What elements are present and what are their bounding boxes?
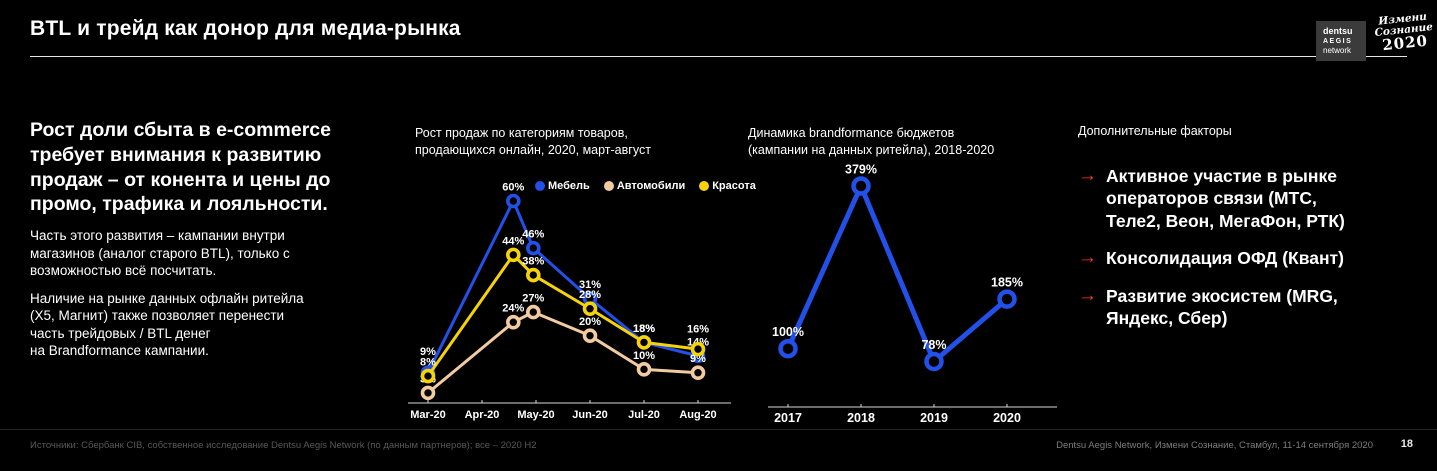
x-tick-label: Jul-20 [628,409,660,421]
data-point [636,362,652,377]
x-tick-label: Aug-20 [679,409,716,421]
x-tick-label: 2020 [993,411,1021,425]
factor-item-2: → Консолидация ОФД (Квант) [1078,247,1408,269]
x-tick-label: Apr-20 [465,409,500,421]
data-point-label: 31% [579,279,601,291]
dentsu-logo-line3: network [1323,46,1352,55]
data-point [582,328,598,343]
data-point [690,341,706,357]
data-point [526,240,541,256]
data-point [506,247,521,263]
factor-item-1: → Активное участие в рынке операторов свя… [1078,165,1408,232]
x-tick-label: Mar-20 [410,409,445,421]
legend-item-Мебель: Мебель [535,180,590,192]
slide-title: BTL и трейд как донор для медиа-рынка [30,17,461,40]
data-point-label: 78% [921,338,946,352]
data-point [526,267,541,283]
data-point [924,351,944,372]
x-tick-label: May-20 [517,409,554,421]
factors-list: → Активное участие в рынке операторов свя… [1078,165,1408,329]
legend-item-Автомобили: Автомобили [603,180,686,192]
data-point-label: 8% [420,357,436,369]
data-point-label: 18% [633,323,655,335]
data-point-label: 9% [690,353,706,365]
data-point-label: 185% [991,276,1023,290]
data-point [582,301,598,317]
series-Brandformance бюджеты: 100% 379% 78% 185% [772,163,1023,372]
footer-divider [0,429,1437,430]
legend-label: Автомобили [616,180,686,192]
data-point-label: 27% [522,293,544,305]
arrow-bullet-icon: → [1078,165,1097,186]
factor-text: Консолидация ОФД (Квант) [1106,248,1344,269]
data-point [420,368,436,384]
legend-dot [535,181,545,191]
data-point [690,365,706,380]
x-tick-label: 2019 [920,411,948,425]
data-point [778,338,798,359]
arrow-bullet-icon: → [1078,247,1097,269]
data-point-label: 100% [772,325,804,339]
data-point-label: 24% [502,303,524,315]
sales-chart-legend: Мебель Автомобили Красота [535,180,756,192]
data-point-label: 60% [502,181,524,193]
arrow-bullet-icon: → [1078,284,1097,306]
series-Красота: 8% 44% 38% 28% 18% 16% [420,235,709,384]
x-axis: 2017 2018 2019 2020 [768,404,1057,425]
brandformance-chart-title: Динамика brandformance бюджетов (кампани… [748,126,995,157]
dentsu-logo-line1: dentsu [1323,26,1353,36]
left-text-panel: Рост доли сбыта в e-commerce требует вни… [30,118,400,360]
series-Автомобили: 3%24%27%20%10%9% [420,293,706,401]
dentsu-logo-line2: AEGIS [1323,38,1353,45]
footer-sources: Источники: Сбербанк CIB, собственное исс… [30,440,537,451]
data-point-label: 44% [502,235,524,247]
data-point-label: 18% [633,323,655,335]
series-Мебель: 9%60%46%31%18%14% [420,181,709,380]
footer-event-info: Dentsu Aegis Network, Измени Сознание, С… [1056,440,1373,451]
data-point-label: 20% [579,316,601,328]
page-number: 18 [1400,438,1413,450]
data-point-label: 28% [579,289,601,301]
legend-dot [699,181,710,191]
data-point [997,289,1017,309]
dentsu-aegis-network-logo: dentsu AEGIS network [1316,21,1366,61]
data-point-label: 9% [420,346,436,358]
factor-text: Развитие экосистем (MRG, Яндекс, Сбер) [1106,285,1338,328]
izmeni-soznanie-2020-logo: Измени Сознание 2020 [1372,11,1436,55]
legend-dot [603,181,614,191]
data-point-label: 46% [522,229,544,241]
data-point [506,193,521,209]
left-paragraph-2: Наличие на рынке данных офлайн ритейла (… [30,290,304,359]
legend-label: Красота [712,180,756,192]
data-point-label: 379% [845,163,877,177]
brandformance-budgets-chart: 2017 2018 2019 2020 100% 379% 78% 185% [768,163,1057,425]
x-axis: Mar-20 Apr-20 May-20 Jun-20 Jul-20 Aug-20 [408,400,731,421]
data-point [506,314,521,330]
x-tick-label: Jun-20 [572,409,607,421]
data-point [526,304,541,320]
data-point-label: 38% [522,256,544,268]
legend-label: Мебель [548,180,590,192]
left-headline: Рост доли сбыта в e-commerce требует вни… [30,119,331,216]
sales-chart-title: Рост продаж по категориям товаров, прода… [415,126,651,157]
data-point [420,385,436,401]
title-divider [30,56,1407,57]
legend-item-Красота: Красота [699,180,756,192]
factor-text: Активное участие в рынке операторов связ… [1106,166,1345,231]
event-logo-year: 2020 [1381,31,1429,55]
data-point-label: 16% [687,324,709,336]
factor-item-3: → Развитие экосистем (MRG, Яндекс, Сбер) [1078,285,1408,330]
left-paragraph-1: Часть этого развития – кампании внутри м… [30,228,290,279]
data-point-label: 10% [633,350,655,362]
data-point [851,176,871,196]
x-tick-label: 2017 [774,411,802,425]
data-point [636,335,652,350]
factors-heading: Дополнительные факторы [1078,124,1232,138]
sales-by-category-chart: Mar-20 Apr-20 May-20 Jun-20 Jul-20 Aug-20 9% 60… [408,181,731,421]
x-tick-label: 2018 [847,411,875,425]
